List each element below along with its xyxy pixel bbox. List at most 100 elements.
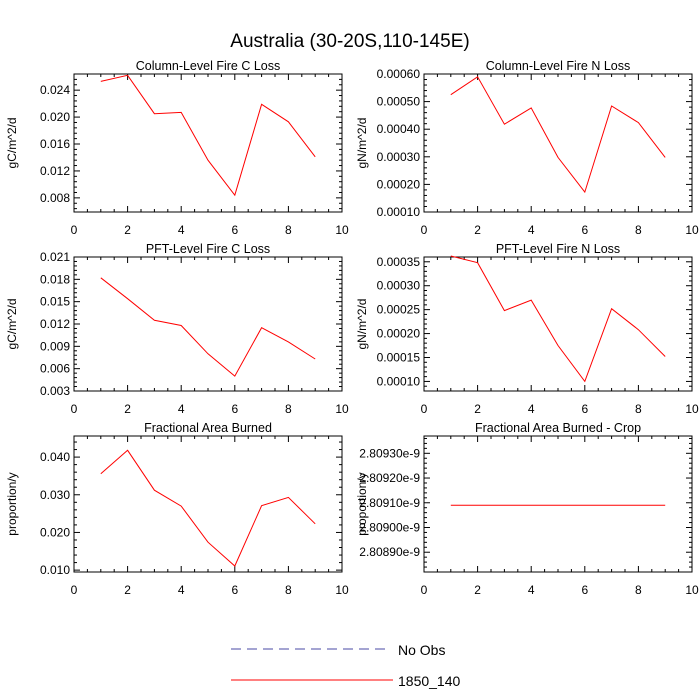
x-tick-label: 2 bbox=[124, 402, 131, 416]
x-tick-label: 10 bbox=[335, 223, 349, 237]
series-line-1850_140 bbox=[100, 277, 316, 377]
panel-title: PFT-Level Fire C Loss bbox=[146, 242, 270, 256]
y-tick-label: 0.00040 bbox=[377, 122, 421, 136]
y-axis-label: proportion/y bbox=[355, 472, 369, 535]
x-tick-label: 8 bbox=[635, 583, 642, 597]
main-title: Australia (30-20S,110-145E) bbox=[230, 31, 469, 52]
y-tick-label: 2.80910e-9 bbox=[359, 496, 420, 510]
x-tick-label: 6 bbox=[231, 402, 238, 416]
x-tick-label: 8 bbox=[635, 223, 642, 237]
x-tick-label: 8 bbox=[635, 402, 642, 416]
x-tick-label: 4 bbox=[528, 402, 535, 416]
y-tick-label: 0.030 bbox=[40, 488, 70, 502]
plot-frame bbox=[73, 435, 343, 573]
x-tick-label: 0 bbox=[421, 402, 428, 416]
x-tick-label: 8 bbox=[285, 223, 292, 237]
y-tick-label: 2.80900e-9 bbox=[359, 520, 420, 534]
x-tick-label: 10 bbox=[685, 402, 699, 416]
y-tick-label: 0.00030 bbox=[377, 279, 421, 293]
panel-title: Column-Level Fire C Loss bbox=[136, 59, 281, 73]
x-tick-label: 4 bbox=[178, 583, 185, 597]
series-line-1850_140 bbox=[450, 255, 666, 383]
x-tick-label: 8 bbox=[285, 583, 292, 597]
y-tick-label: 0.00015 bbox=[377, 351, 421, 365]
y-tick-label: 0.020 bbox=[40, 110, 70, 124]
y-tick-label: 2.80920e-9 bbox=[359, 471, 420, 485]
x-tick-label: 4 bbox=[528, 583, 535, 597]
plot-frame bbox=[423, 73, 693, 213]
legend: No Obs 1850_140 bbox=[231, 642, 461, 689]
y-tick-label: 0.00020 bbox=[377, 327, 421, 341]
x-tick-label: 4 bbox=[528, 223, 535, 237]
x-tick-label: 10 bbox=[685, 583, 699, 597]
y-tick-label: 0.020 bbox=[40, 525, 70, 539]
y-axis-label: gC/m^2/d bbox=[5, 118, 19, 169]
x-tick-label: 2 bbox=[124, 223, 131, 237]
y-tick-label: 0.00010 bbox=[377, 205, 421, 219]
panel-title: Fractional Area Burned bbox=[144, 421, 272, 435]
panel-title: Fractional Area Burned - Crop bbox=[475, 421, 641, 435]
y-tick-label: 0.00020 bbox=[377, 177, 421, 191]
y-tick-label: 0.021 bbox=[40, 250, 70, 264]
x-tick-label: 8 bbox=[285, 402, 292, 416]
series-line-1850_140 bbox=[100, 449, 316, 567]
y-tick-label: 0.00060 bbox=[377, 67, 421, 81]
x-tick-label: 2 bbox=[474, 402, 481, 416]
y-tick-label: 0.008 bbox=[40, 191, 70, 205]
x-tick-label: 0 bbox=[421, 583, 428, 597]
y-tick-label: 2.80930e-9 bbox=[359, 446, 420, 460]
y-tick-label: 0.009 bbox=[40, 339, 70, 353]
x-tick-label: 2 bbox=[474, 583, 481, 597]
y-axis-label: proportion/y bbox=[5, 472, 19, 535]
panel-2: Column-Level Fire N Loss gN/m^2/d 0 2 4 6 8 10 0… bbox=[355, 59, 699, 237]
x-tick-label: 10 bbox=[335, 583, 349, 597]
y-axis-label: gN/m^2/d bbox=[355, 299, 369, 350]
y-tick-label: 0.018 bbox=[40, 272, 70, 286]
x-tick-label: 10 bbox=[685, 223, 699, 237]
x-tick-label: 6 bbox=[231, 223, 238, 237]
x-tick-label: 10 bbox=[335, 402, 349, 416]
x-tick-label: 0 bbox=[71, 223, 78, 237]
panel-title: Column-Level Fire N Loss bbox=[486, 59, 631, 73]
x-tick-label: 4 bbox=[178, 223, 185, 237]
x-tick-label: 0 bbox=[421, 223, 428, 237]
y-tick-label: 0.024 bbox=[40, 83, 70, 97]
y-tick-label: 0.015 bbox=[40, 295, 70, 309]
legend-no-obs-label: No Obs bbox=[398, 642, 445, 658]
x-tick-label: 4 bbox=[178, 402, 185, 416]
plot-frame bbox=[73, 73, 343, 213]
y-tick-label: 0.00010 bbox=[377, 374, 421, 388]
x-tick-label: 2 bbox=[124, 583, 131, 597]
series-line-1850_140 bbox=[100, 74, 316, 197]
y-tick-label: 0.00050 bbox=[377, 95, 421, 109]
y-tick-label: 0.006 bbox=[40, 362, 70, 376]
panel-6: Fractional Area Burned - Crop proportion/… bbox=[355, 421, 699, 597]
y-tick-label: 0.00030 bbox=[377, 150, 421, 164]
plot-frame bbox=[423, 256, 693, 392]
x-tick-label: 0 bbox=[71, 583, 78, 597]
panel-title: PFT-Level Fire N Loss bbox=[496, 242, 620, 256]
y-tick-label: 0.016 bbox=[40, 137, 70, 151]
y-tick-label: 2.80890e-9 bbox=[359, 545, 420, 559]
y-tick-label: 0.010 bbox=[40, 563, 70, 577]
y-tick-label: 0.003 bbox=[40, 384, 70, 398]
plot-frame bbox=[423, 435, 693, 573]
y-axis-label: gN/m^2/d bbox=[355, 118, 369, 169]
panel-3: PFT-Level Fire C Loss gC/m^2/d 0 2 4 6 8 10 0.00… bbox=[5, 242, 349, 416]
panels-grid: Column-Level Fire C Loss gC/m^2/d 0 2 4 6 8 10 0… bbox=[5, 59, 699, 597]
y-tick-label: 0.012 bbox=[40, 164, 70, 178]
x-tick-label: 0 bbox=[71, 402, 78, 416]
series-line-1850_140 bbox=[450, 76, 666, 194]
x-tick-label: 6 bbox=[581, 583, 588, 597]
panel-5: Fractional Area Burned proportion/y 0 2 4 6 8 1… bbox=[5, 421, 349, 597]
panel-4: PFT-Level Fire N Loss gN/m^2/d 0 2 4 6 8 10 0.00… bbox=[355, 242, 699, 416]
x-tick-label: 6 bbox=[581, 402, 588, 416]
y-tick-label: 0.00035 bbox=[377, 255, 421, 269]
y-axis-label: gC/m^2/d bbox=[5, 299, 19, 350]
panel-1: Column-Level Fire C Loss gC/m^2/d 0 2 4 6 8 10 0… bbox=[5, 59, 349, 237]
x-tick-label: 2 bbox=[474, 223, 481, 237]
y-tick-label: 0.00025 bbox=[377, 303, 421, 317]
y-tick-label: 0.012 bbox=[40, 317, 70, 331]
y-tick-label: 0.040 bbox=[40, 450, 70, 464]
